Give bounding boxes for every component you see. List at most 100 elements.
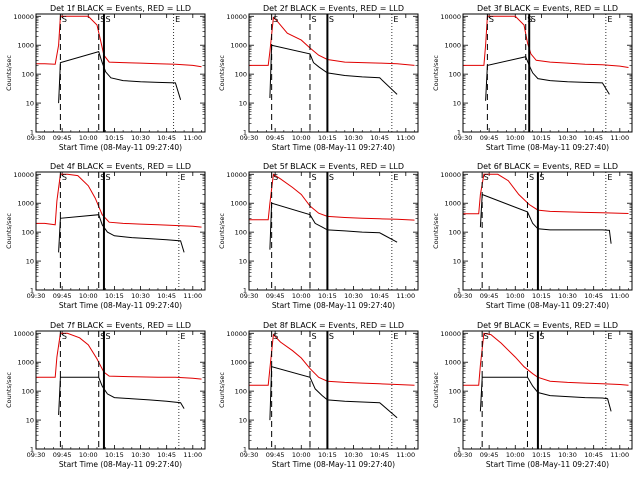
chart-panel: Det 1f BLACK = Events, RED = LLD Counts/s… [5,4,206,152]
x-axis-label: Start Time (08-May-11 09:27:40) [486,143,609,152]
x-tick-label: 10:00 [506,451,525,459]
x-tick-label: 10:30 [558,292,577,300]
y-tick-label: 100 [449,229,461,237]
y-axis-label: Counts/sec [432,55,440,91]
y-tick-label: 10000 [13,13,34,21]
plot-frame [35,171,206,291]
events-series-line [485,56,610,101]
y-tick-label: 100 [449,71,461,79]
x-tick-label: 11:00 [610,134,629,142]
marker-label: S [529,173,534,182]
x-tick-label: 10:15 [318,451,337,459]
x-tick-label: 11:00 [396,134,415,142]
series-group [36,332,202,416]
y-tick-label: 100 [22,229,34,237]
chart-title: Det 7f BLACK = Events, RED = LLD [50,321,191,330]
lld-series-line [36,15,202,68]
x-tick-label: 10:00 [292,451,311,459]
plot-frame [462,13,633,133]
chart-title: Det 3f BLACK = Events, RED = LLD [477,4,618,13]
x-tick-label: 10:15 [318,134,337,142]
marker-label: S [311,173,316,182]
x-tick-label: 10:45 [370,292,389,300]
marker-label: E [175,15,180,24]
y-tick-label: 1000 [17,359,34,367]
marker-label: S [273,332,278,341]
x-tick-label: 10:00 [506,134,525,142]
marker-label: E [607,332,612,341]
x-tick-label: 09:45 [53,134,72,142]
events-series-line [58,50,182,104]
series-group [463,173,629,244]
y-axis-label: Counts/sec [218,55,226,91]
x-tick-label: 09:30 [27,451,46,459]
y-tick-label: 10000 [13,330,34,338]
x-axis-label: Start Time (08-May-11 09:27:40) [59,301,182,310]
marker-label: E [180,332,185,341]
y-tick-label: 10 [239,417,247,425]
marker-label: S [311,15,316,24]
y-axis-label: Counts/sec [218,213,226,249]
x-tick-label: 10:00 [79,292,98,300]
x-tick-label: 10:45 [370,451,389,459]
y-axis-label: Counts/sec [5,213,13,249]
x-tick-label: 10:00 [292,292,311,300]
y-tick-label: 10000 [440,13,461,21]
marker-label: S [105,332,110,341]
x-tick-label: 10:15 [318,292,337,300]
plot-frame [462,171,633,291]
x-tick-label: 09:45 [266,451,285,459]
chart-panel: Det 6f BLACK = Events, RED = LLD Counts/s… [432,162,633,310]
y-tick-label: 10 [26,258,34,266]
lld-series-line [36,173,202,228]
y-tick-label: 100 [235,71,247,79]
x-tick-label: 09:30 [454,292,473,300]
y-tick-label: 1 [457,129,461,137]
x-tick-label: 10:30 [558,134,577,142]
x-tick-label: 09:30 [240,134,259,142]
y-tick-label: 1 [243,446,247,454]
y-axis-label: Counts/sec [5,55,13,91]
chart-panel: Det 2f BLACK = Events, RED = LLD Counts/s… [218,4,419,152]
y-tick-label: 1 [30,287,34,295]
x-tick-label: 09:45 [53,292,72,300]
marker-label: S [62,15,67,24]
marker-label: S [273,173,278,182]
marker-label: S [484,173,489,182]
x-axis-label: Start Time (08-May-11 09:27:40) [59,460,182,469]
marker-label: S [539,332,544,341]
marker-label: S [105,15,110,24]
marker-label: E [607,173,612,182]
chart-title: Det 5f BLACK = Events, RED = LLD [263,162,404,171]
events-series-line [58,376,185,416]
lld-series-line [463,332,629,386]
series-group [36,173,202,253]
x-tick-label: 11:00 [183,134,202,142]
x-tick-label: 10:15 [532,134,551,142]
y-tick-label: 10 [453,417,461,425]
marker-label: S [105,173,110,182]
x-axis-label: Start Time (08-May-11 09:27:40) [486,460,609,469]
plot-frame [248,330,419,450]
y-tick-label: 10000 [226,171,247,179]
y-tick-label: 1 [30,446,34,454]
x-tick-label: 10:45 [584,451,603,459]
y-tick-label: 10000 [13,171,34,179]
y-tick-label: 1000 [444,359,461,367]
x-tick-label: 10:45 [157,451,176,459]
series-group [249,16,415,99]
marker-label: S [100,15,105,24]
chart-panel: Det 9f BLACK = Events, RED = LLD Counts/s… [432,321,633,469]
x-tick-label: 11:00 [610,451,629,459]
x-tick-label: 10:00 [79,134,98,142]
y-tick-label: 1 [457,446,461,454]
x-tick-label: 09:45 [480,451,499,459]
x-tick-label: 10:45 [157,292,176,300]
y-tick-label: 10000 [226,13,247,21]
y-axis-label: Counts/sec [5,372,13,408]
marker-label: S [100,332,105,341]
x-tick-label: 09:30 [27,134,46,142]
x-tick-label: 09:45 [480,292,499,300]
y-tick-label: 10 [239,258,247,266]
chart-panel: Det 3f BLACK = Events, RED = LLD Counts/s… [432,4,633,152]
